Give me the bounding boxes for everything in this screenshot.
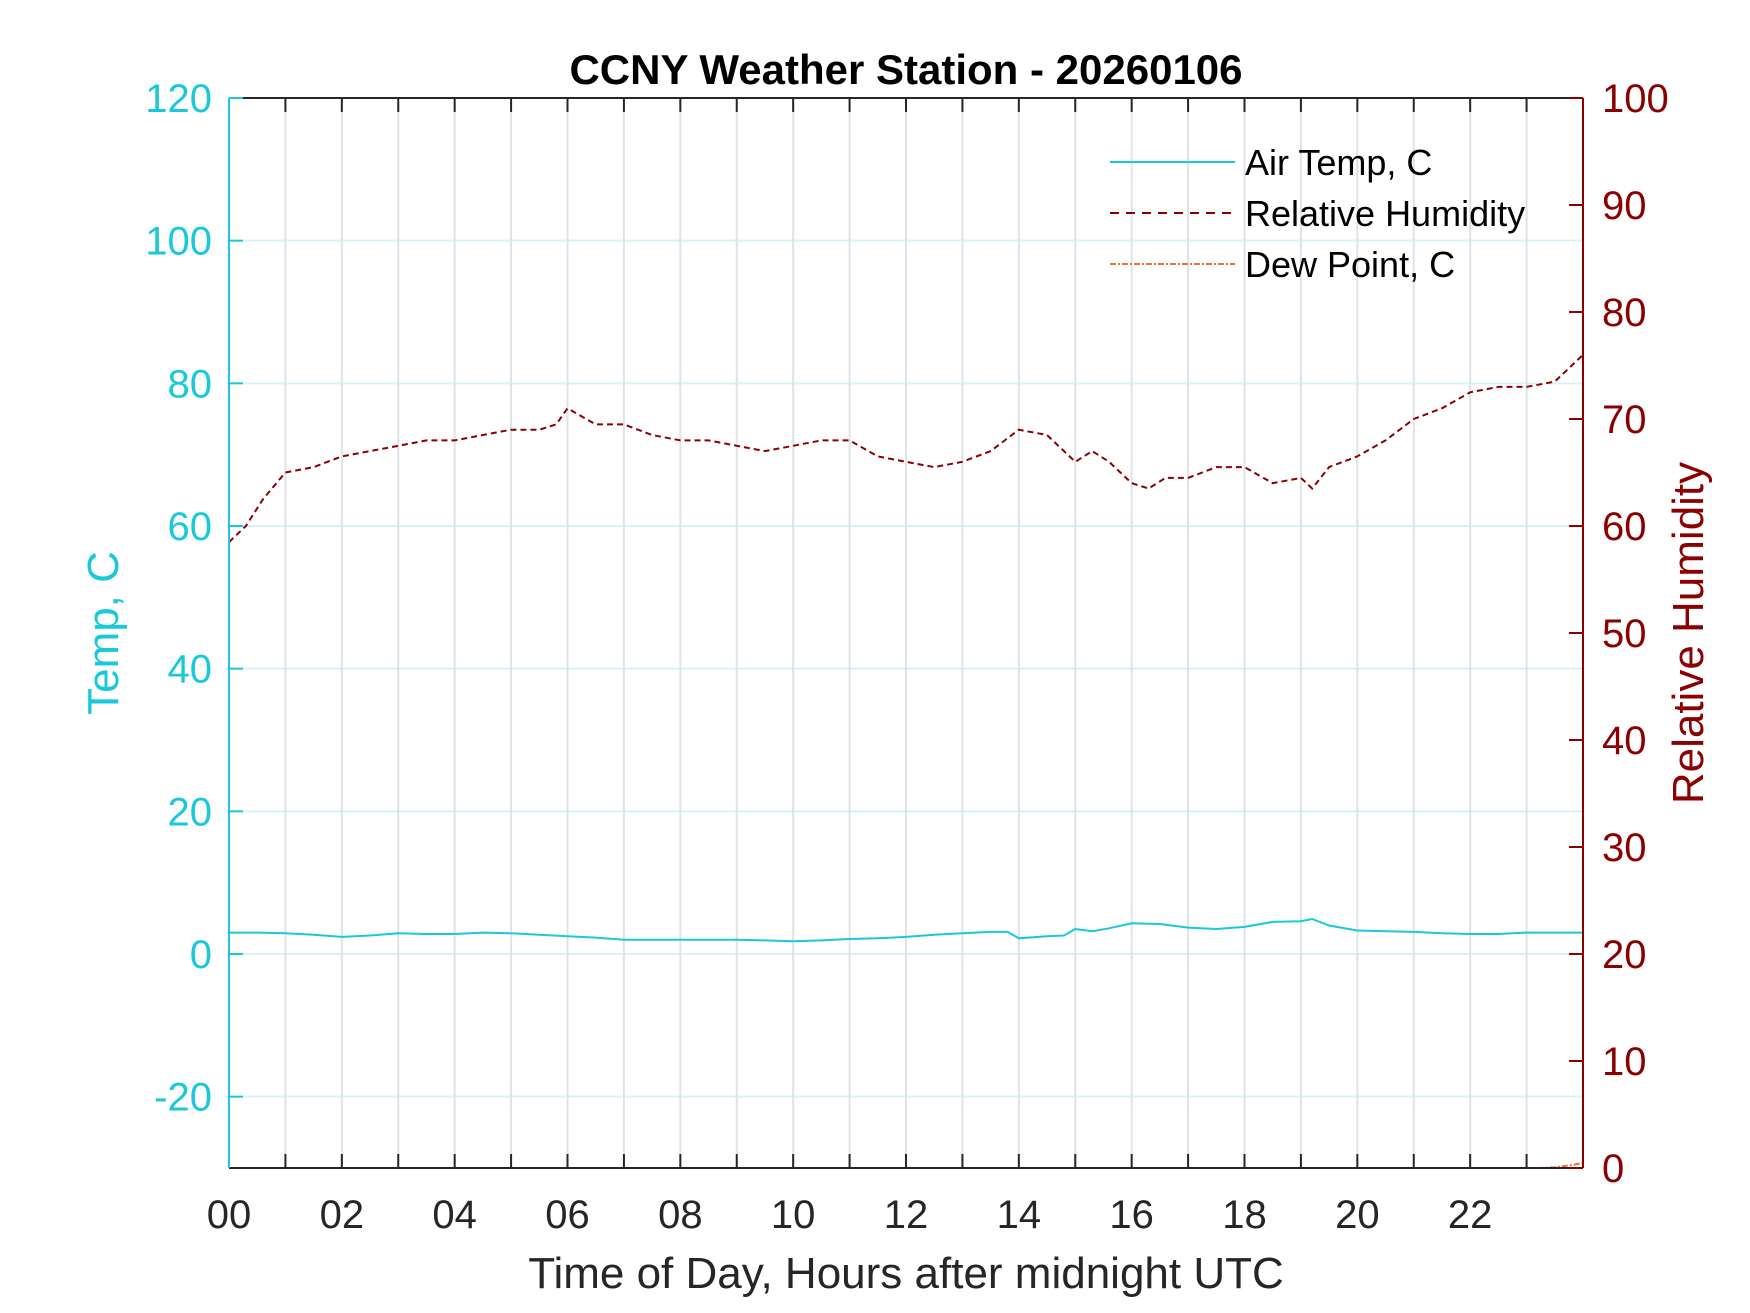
right-y-tick-label: 100 [1602,77,1669,121]
x-axis-label: Time of Day, Hours after midnight UTC [528,1249,1284,1298]
right-y-tick-label: 80 [1602,291,1647,335]
x-tick-label: 22 [1448,1193,1493,1237]
right-y-tick-label: 10 [1602,1040,1647,1084]
left-y-axis-label: Temp, C [79,551,128,715]
left-y-tick-label: -20 [154,1076,212,1120]
x-tick-label: 20 [1335,1193,1380,1237]
left-y-tick-label: 20 [168,790,213,834]
x-tick-label: 02 [320,1193,365,1237]
x-tick-label: 08 [658,1193,703,1237]
left-y-tick-label: 120 [145,77,212,121]
x-tick-label: 06 [545,1193,590,1237]
right-y-tick-label: 60 [1602,505,1647,549]
left-y-tick-label: 0 [190,933,212,977]
right-y-tick-label: 20 [1602,933,1647,977]
right-y-tick-label: 30 [1602,826,1647,870]
left-y-tick-label: 60 [168,505,213,549]
x-tick-label: 18 [1222,1193,1267,1237]
right-y-tick-label: 0 [1602,1147,1624,1191]
right-y-tick-label: 70 [1602,398,1647,442]
x-tick-label: 14 [997,1193,1042,1237]
tick-labels: 00 02 04 06 08 10 12 14 16 18 20 22120100806040200-… [145,77,1669,1237]
right-y-tick-label: 90 [1602,184,1647,228]
x-tick-label: 12 [884,1193,929,1237]
series-line-relative-humidity [228,354,1584,543]
axes [228,97,1584,1169]
x-tick-label: 16 [1109,1193,1154,1237]
right-y-tick-label: 40 [1602,719,1647,763]
left-y-tick-label: 40 [168,648,213,692]
x-tick-label: 00 [207,1193,252,1237]
chart-title: CCNY Weather Station - 20260106 [569,46,1242,93]
legend-label-dew-point: Dew Point, C [1245,244,1455,285]
x-tick-label: 04 [432,1193,477,1237]
legend: Air Temp, C Relative Humidity Dew Point,… [1110,142,1525,285]
right-y-tick-label: 50 [1602,612,1647,656]
left-y-tick-label: 80 [168,362,213,406]
legend-label-relative-humidity: Relative Humidity [1245,193,1525,234]
left-y-tick-label: 100 [145,220,212,264]
grid [229,97,1583,1168]
x-tick-label: 10 [771,1193,816,1237]
right-y-axis-label: Relative Humidity [1664,462,1713,804]
legend-label-air-temp: Air Temp, C [1245,142,1432,183]
